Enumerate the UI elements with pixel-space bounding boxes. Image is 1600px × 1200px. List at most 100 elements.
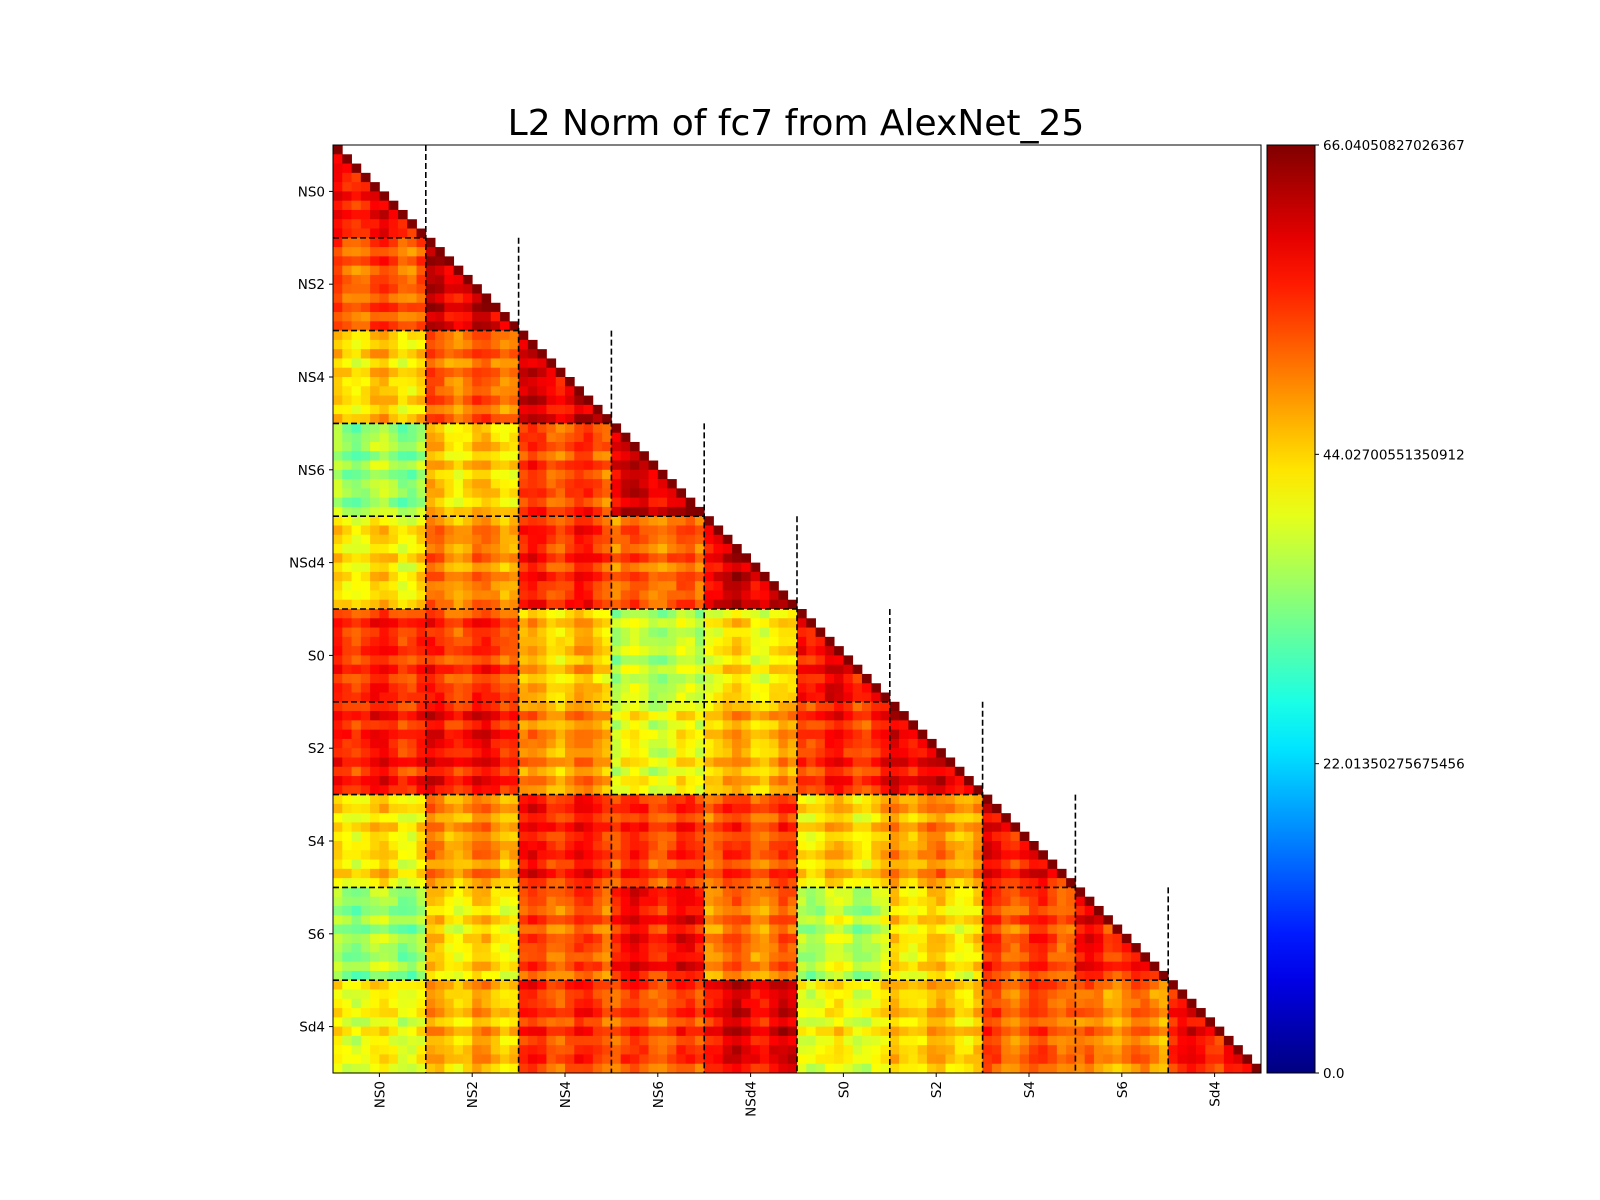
heatmap-cell (685, 896, 696, 907)
heatmap-cell (351, 349, 362, 359)
heatmap-cell (397, 1017, 408, 1027)
heatmap-cell (453, 395, 464, 406)
heatmap-cell (629, 701, 640, 712)
heatmap-cell (435, 284, 445, 294)
heatmap-cell (592, 933, 603, 944)
heatmap-cell (1242, 1054, 1253, 1065)
heatmap-cell (639, 655, 649, 666)
heatmap-cell (360, 599, 371, 610)
heatmap-cell (834, 785, 844, 795)
heatmap-cell (908, 970, 919, 981)
heatmap-cell (602, 460, 612, 471)
heatmap-cell (667, 766, 677, 777)
heatmap-cell (741, 581, 751, 591)
heatmap-cell (982, 952, 993, 963)
heatmap-cell (611, 432, 622, 443)
heatmap-cell (583, 525, 594, 536)
heatmap-cell (861, 692, 872, 703)
heatmap-cell (1001, 915, 1011, 925)
heatmap-cell (555, 961, 566, 972)
heatmap-cell (416, 330, 427, 341)
heatmap-cell (732, 794, 742, 805)
heatmap-cell (407, 265, 417, 276)
heatmap-cell (490, 562, 501, 573)
heatmap-cell (370, 284, 380, 294)
heatmap-cell (1121, 1035, 1132, 1046)
heatmap-cell (462, 701, 473, 712)
heatmap-cell (500, 868, 510, 879)
heatmap-cell (370, 1008, 380, 1018)
heatmap-cell (639, 952, 649, 963)
heatmap-cell (453, 488, 464, 499)
heatmap-cell (806, 887, 816, 898)
heatmap-cell (416, 683, 427, 693)
heatmap-cell (370, 506, 380, 517)
heatmap-cell (629, 683, 640, 693)
heatmap-cell (861, 822, 872, 833)
heatmap-cell (741, 952, 751, 963)
heatmap-cell (379, 924, 390, 935)
heatmap-cell (880, 961, 891, 972)
heatmap-cell (462, 646, 473, 656)
heatmap-cell (416, 321, 427, 331)
heatmap-cell (360, 673, 371, 684)
heatmap-cell (555, 970, 566, 981)
heatmap-cell (407, 692, 417, 703)
heatmap-cell (472, 404, 482, 415)
heatmap-cell (964, 989, 974, 1000)
heatmap-cell (769, 915, 779, 925)
heatmap-cell (565, 952, 575, 963)
heatmap-cell (388, 701, 399, 712)
heatmap-cell (880, 757, 891, 768)
heatmap-cell (388, 284, 399, 294)
heatmap-cell (732, 646, 742, 656)
heatmap-cell (1056, 970, 1067, 981)
heatmap-cell (639, 506, 649, 517)
heatmap-cell (973, 989, 983, 1000)
heatmap-cell (667, 1035, 677, 1046)
heatmap-cell (667, 738, 677, 749)
heatmap-cell (676, 905, 687, 916)
heatmap-cell (917, 766, 928, 777)
heatmap-cell (342, 228, 352, 239)
heatmap-cell (435, 673, 445, 684)
heatmap-cell (1019, 859, 1030, 870)
heatmap-cell (407, 989, 417, 1000)
heatmap-cell (583, 423, 594, 434)
heatmap-cell (537, 488, 547, 499)
heatmap-cell (611, 794, 622, 805)
heatmap-cell (388, 293, 399, 304)
heatmap-cell (657, 785, 668, 795)
heatmap-cell (574, 646, 584, 656)
heatmap-cell (732, 998, 742, 1009)
heatmap-cell (750, 618, 761, 628)
heatmap-cell (379, 432, 390, 443)
heatmap-cell (500, 1063, 510, 1074)
heatmap-cell (871, 803, 881, 814)
heatmap-cell (435, 952, 445, 963)
heatmap-cell (351, 1035, 362, 1046)
heatmap-cell (435, 339, 445, 350)
heatmap-cell (425, 738, 436, 749)
heatmap-cell (388, 432, 399, 443)
heatmap-cell (435, 924, 445, 935)
heatmap-cell (360, 748, 371, 758)
heatmap-cell (620, 803, 631, 814)
heatmap-cell (500, 1008, 510, 1018)
heatmap-cell (676, 887, 687, 898)
heatmap-cell (342, 562, 352, 573)
heatmap-cell (425, 887, 436, 898)
heatmap-cell (472, 358, 482, 369)
heatmap-cell (685, 525, 696, 536)
heatmap-cell (397, 673, 408, 684)
heatmap-cell (490, 952, 501, 963)
heatmap-cell (416, 441, 427, 452)
heatmap-cell (602, 841, 612, 851)
heatmap-cell (722, 1035, 733, 1046)
heatmap-cell (1131, 1008, 1141, 1018)
heatmap-cell (1103, 980, 1113, 990)
heatmap-cell (583, 404, 594, 415)
heatmap-cell (574, 970, 584, 981)
heatmap-cell (537, 460, 547, 471)
heatmap-cell (732, 859, 742, 870)
